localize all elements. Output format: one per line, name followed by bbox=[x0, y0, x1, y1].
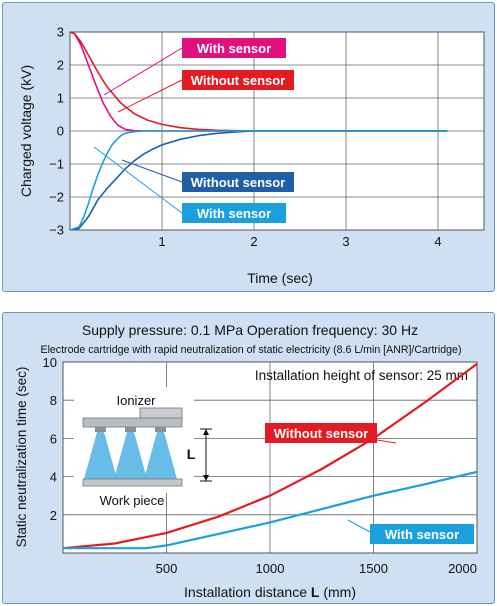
charged-voltage-chart: 1 2 3 4 3 2 1 0 −1 −2 −3 With sensor Without sensor… bbox=[18, 25, 485, 286]
legend-label: With sensor bbox=[197, 41, 271, 56]
ionizer-body-icon bbox=[139, 407, 183, 420]
tick-labels: 1 2 3 4 3 2 1 0 −1 −2 −3 bbox=[49, 25, 441, 250]
x-tick-label: 2000 bbox=[448, 561, 477, 576]
series-lines bbox=[62, 363, 478, 550]
callout-leader-line bbox=[117, 79, 183, 113]
x-tick-label: 500 bbox=[156, 561, 178, 576]
chart-title: Supply pressure: 0.1 MPa Operation frequ… bbox=[82, 322, 418, 338]
callout-leader-line bbox=[103, 47, 183, 96]
ion-beam-icons bbox=[84, 427, 177, 479]
y-tick-label: −3 bbox=[49, 223, 64, 238]
legend-label-box bbox=[182, 70, 294, 90]
y-tick-label: 10 bbox=[43, 355, 57, 370]
legend-label: Without sensor bbox=[191, 73, 286, 88]
y-tick-label: 2 bbox=[50, 508, 57, 523]
sensor-height-annotation: Installation height of sensor: 25 mm bbox=[255, 368, 468, 383]
legend-label-box bbox=[370, 524, 474, 544]
y-axis-label: Static neutralization time (sec) bbox=[14, 367, 29, 548]
x-axis-label: Installation distance L (mm) bbox=[184, 584, 356, 600]
callout-leader-line bbox=[93, 146, 183, 214]
y-tick-label: 2 bbox=[57, 58, 64, 73]
y-axis-label: Charged voltage (kV) bbox=[18, 65, 34, 197]
y-tick-label: 4 bbox=[50, 470, 57, 485]
series-line-2 bbox=[69, 130, 448, 231]
legend-callouts: With sensor Without sensor Without sensor W… bbox=[93, 38, 294, 223]
legend-label-box bbox=[182, 203, 286, 223]
y-tick-label: 3 bbox=[57, 25, 64, 40]
x-tick-label: 1500 bbox=[359, 561, 388, 576]
x-tick-label: 4 bbox=[434, 234, 441, 249]
distance-label: L bbox=[187, 446, 196, 462]
series-line-0 bbox=[62, 363, 478, 550]
chart-subtitle: Electrode cartridge with rapid neutraliz… bbox=[41, 344, 462, 356]
x-tick-label: 1 bbox=[158, 234, 165, 249]
x-axis-variable: L bbox=[311, 584, 320, 600]
y-tick-label: 0 bbox=[57, 124, 64, 139]
legend-label-box bbox=[265, 423, 377, 443]
tick-labels: 500 1000 1500 2000 2 4 6 8 10 bbox=[43, 355, 477, 576]
callout-leader-line bbox=[121, 159, 183, 183]
legend-label-box bbox=[182, 38, 286, 58]
y-tick-label: 1 bbox=[57, 91, 64, 106]
x-tick-label: 3 bbox=[342, 234, 349, 249]
x-tick-label: 2 bbox=[250, 234, 257, 249]
y-tick-label: −1 bbox=[49, 157, 64, 172]
callout-leader-line bbox=[376, 439, 397, 444]
ionizer-label: Ionizer bbox=[116, 393, 156, 408]
ionizer-bar-icon bbox=[82, 417, 183, 428]
legend-label: With sensor bbox=[197, 206, 271, 221]
x-tick-label: 1000 bbox=[256, 561, 285, 576]
legend-label: With sensor bbox=[385, 527, 459, 542]
series-lines bbox=[69, 31, 448, 231]
x-axis-label: Time (sec) bbox=[247, 270, 313, 286]
callout-leader-line bbox=[347, 519, 371, 533]
y-tick-label: 6 bbox=[50, 431, 57, 446]
legend-label: Without sensor bbox=[191, 175, 286, 190]
series-line-3 bbox=[69, 130, 448, 231]
legend-callouts: Without sensor With sensor bbox=[265, 423, 474, 544]
y-tick-label: 8 bbox=[50, 393, 57, 408]
workpiece-icon bbox=[82, 478, 183, 487]
workpiece-label: Work piece bbox=[100, 493, 165, 508]
series-line-1 bbox=[63, 470, 478, 550]
ionizer-diagram: Ionizer L Work piece bbox=[74, 387, 212, 508]
y-tick-label: −2 bbox=[49, 190, 64, 205]
legend-label: Without sensor bbox=[274, 426, 369, 441]
legend-label-box bbox=[182, 172, 294, 192]
